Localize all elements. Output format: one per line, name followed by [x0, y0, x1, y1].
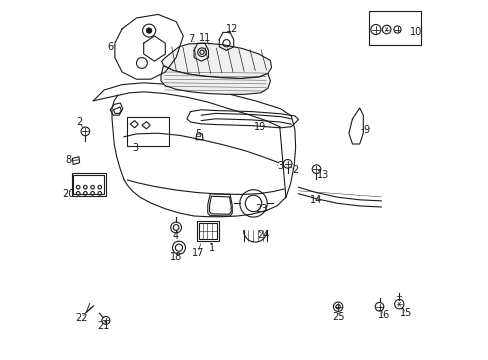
Bar [368, 11, 420, 45]
Bar [197, 221, 219, 241]
Text: 3: 3 [132, 143, 138, 153]
Text: 1: 1 [208, 243, 215, 253]
Text: 20: 20 [62, 189, 75, 199]
Text: 16: 16 [377, 310, 389, 320]
Text: 25: 25 [332, 312, 345, 322]
Text: 3: 3 [277, 161, 283, 171]
Text: 24: 24 [257, 230, 269, 240]
Text: 6: 6 [107, 42, 113, 52]
Text: 19: 19 [253, 122, 265, 132]
Text: 21: 21 [97, 321, 109, 331]
Polygon shape [161, 66, 270, 94]
Text: 18: 18 [170, 252, 182, 262]
Text: 5: 5 [195, 129, 202, 139]
Polygon shape [162, 43, 271, 78]
Text: 7: 7 [188, 34, 194, 44]
Text: 17: 17 [191, 248, 203, 258]
Circle shape [146, 28, 151, 33]
Bar [73, 175, 104, 194]
Text: 23: 23 [255, 204, 267, 214]
Text: 2: 2 [291, 165, 297, 175]
Text: 4: 4 [173, 231, 179, 241]
Bar [127, 117, 168, 146]
Text: 13: 13 [316, 170, 328, 180]
Text: 22: 22 [75, 312, 87, 323]
Text: 15: 15 [400, 308, 412, 318]
Text: 14: 14 [309, 195, 321, 205]
Text: 9: 9 [363, 125, 369, 135]
Text: 10: 10 [409, 27, 421, 37]
Text: 12: 12 [225, 24, 238, 34]
Text: 11: 11 [198, 33, 211, 43]
Text: 2: 2 [76, 117, 82, 127]
Bar [199, 223, 217, 239]
Bar [72, 173, 106, 196]
Text: 8: 8 [65, 155, 71, 165]
